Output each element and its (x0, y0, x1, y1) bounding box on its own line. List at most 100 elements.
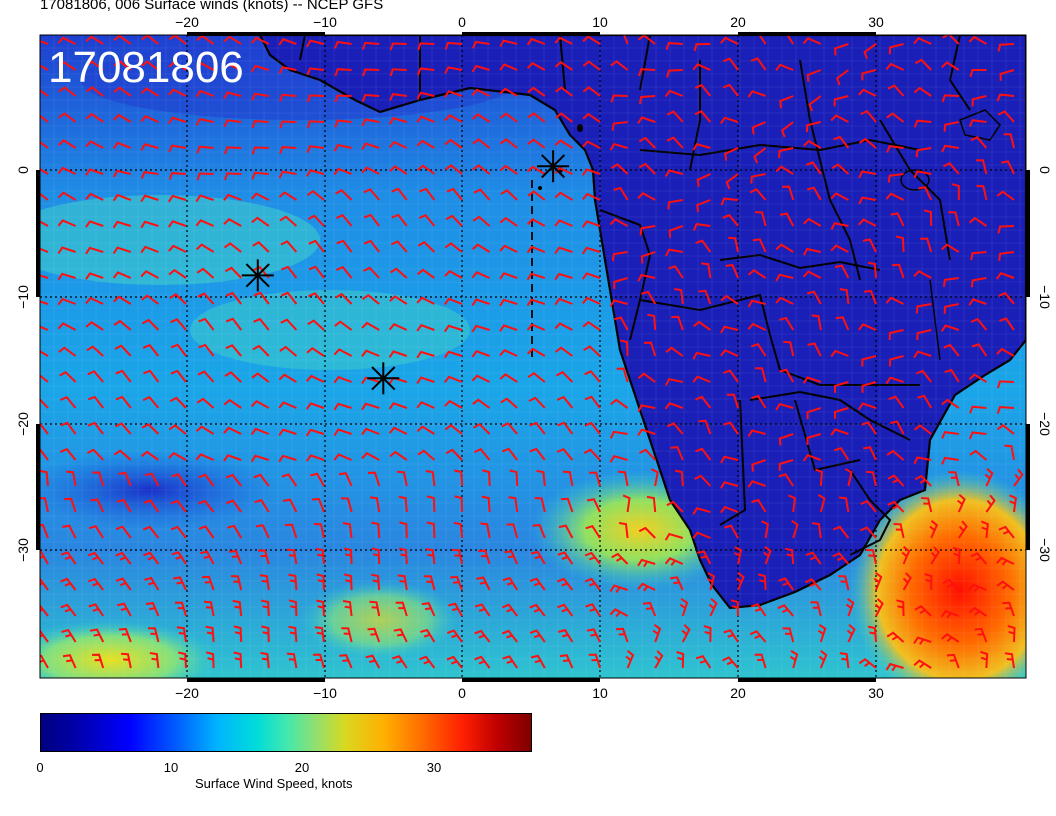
wind-barb (720, 349, 739, 357)
wind-barb (582, 35, 601, 45)
wind-barb (388, 322, 408, 331)
wind-barb (693, 43, 711, 52)
wind-barb (223, 454, 242, 462)
wind-barb (582, 60, 601, 71)
wind-barb (333, 375, 352, 384)
wind-barb (168, 60, 187, 71)
wind-barb (390, 240, 408, 253)
wind-barb (278, 373, 297, 383)
wind-barb (232, 599, 243, 617)
wind-barb (893, 523, 905, 539)
wind-barb (140, 143, 159, 151)
wind-barb (695, 447, 712, 461)
wind-barb (315, 547, 325, 565)
wind-barb (40, 89, 49, 97)
wind-barb (87, 551, 104, 565)
wind-barb (499, 272, 518, 280)
wind-barb (957, 494, 966, 513)
wind-barb (195, 219, 215, 227)
wind-barb (197, 292, 215, 305)
wind-barb (916, 329, 932, 341)
wind-barb (261, 625, 270, 643)
wind-barb (929, 520, 939, 539)
wind-barb (85, 321, 104, 331)
wind-barb (85, 296, 104, 305)
wind-barb (252, 344, 270, 357)
wind-barb (747, 269, 767, 279)
wind-barb (863, 289, 877, 305)
wind-barb (692, 143, 711, 151)
wind-barb (613, 186, 629, 201)
wind-barb (724, 147, 739, 161)
wind-barb (40, 114, 49, 123)
wind-barb (501, 603, 518, 617)
wind-barb (865, 470, 877, 487)
wind-barb (647, 313, 657, 331)
wind-barb (679, 597, 689, 617)
wind-barb (666, 110, 684, 123)
wind-barb (305, 428, 325, 437)
wind-barb (747, 480, 766, 488)
wind-barb (85, 168, 104, 176)
lon-tick-label: −10 (313, 14, 337, 30)
wind-barb (113, 86, 132, 97)
wind-barb (40, 469, 49, 487)
wind-barb (584, 551, 601, 565)
wind-barb (664, 402, 684, 410)
wind-barb (623, 35, 629, 45)
wind-barb (250, 400, 270, 409)
wind-barb (719, 116, 739, 125)
wind-barb (196, 172, 214, 181)
wind-barb (416, 164, 435, 175)
wind-barb (195, 194, 214, 202)
wind-barb (526, 61, 546, 71)
wind-barb (195, 89, 214, 98)
wind-barb (391, 187, 408, 201)
wind-barb (420, 628, 436, 643)
wind-barb (168, 144, 187, 153)
wind-barb (692, 531, 711, 539)
wind-barb (839, 288, 850, 305)
wind-barb (957, 520, 968, 539)
wind-barb (724, 524, 739, 539)
wind-barb (694, 474, 712, 487)
wind-barb (334, 320, 353, 331)
wind-barb (60, 603, 77, 617)
wind-barb (311, 497, 325, 513)
wind-barb (806, 186, 822, 201)
wind-barb (416, 268, 435, 279)
wind-barb (896, 599, 905, 617)
wind-barb (389, 68, 407, 77)
wind-barb (225, 291, 242, 305)
wind-barb (996, 424, 1015, 435)
wind-barb (969, 449, 988, 461)
wind-barb (113, 319, 132, 331)
wind-barb (342, 600, 353, 617)
wind-barb (340, 497, 353, 513)
wind-barb (817, 623, 827, 643)
wind-barb (369, 600, 381, 617)
wind-barb (85, 60, 104, 71)
wind-barb (416, 296, 435, 305)
wind-barb (399, 521, 408, 539)
wind-barb (444, 297, 463, 305)
wind-barb (57, 272, 76, 281)
wind-barb (250, 454, 270, 463)
wind-barb (640, 251, 656, 264)
wind-barb (696, 550, 712, 565)
wind-barb (782, 627, 795, 643)
wind-barb (143, 369, 160, 383)
wind-barb (471, 271, 491, 279)
wind-barb (113, 60, 132, 71)
wind-barb (622, 494, 631, 513)
wind-barb (499, 112, 518, 123)
wind-barb (170, 525, 187, 539)
wind-barb (499, 164, 518, 175)
wind-barb (639, 225, 656, 236)
wind-barb (333, 167, 352, 176)
wind-barb (556, 447, 574, 461)
wind-barb (985, 494, 996, 513)
wind-barb (443, 350, 463, 359)
wind-barb (142, 318, 160, 331)
wind-barb (941, 94, 959, 103)
